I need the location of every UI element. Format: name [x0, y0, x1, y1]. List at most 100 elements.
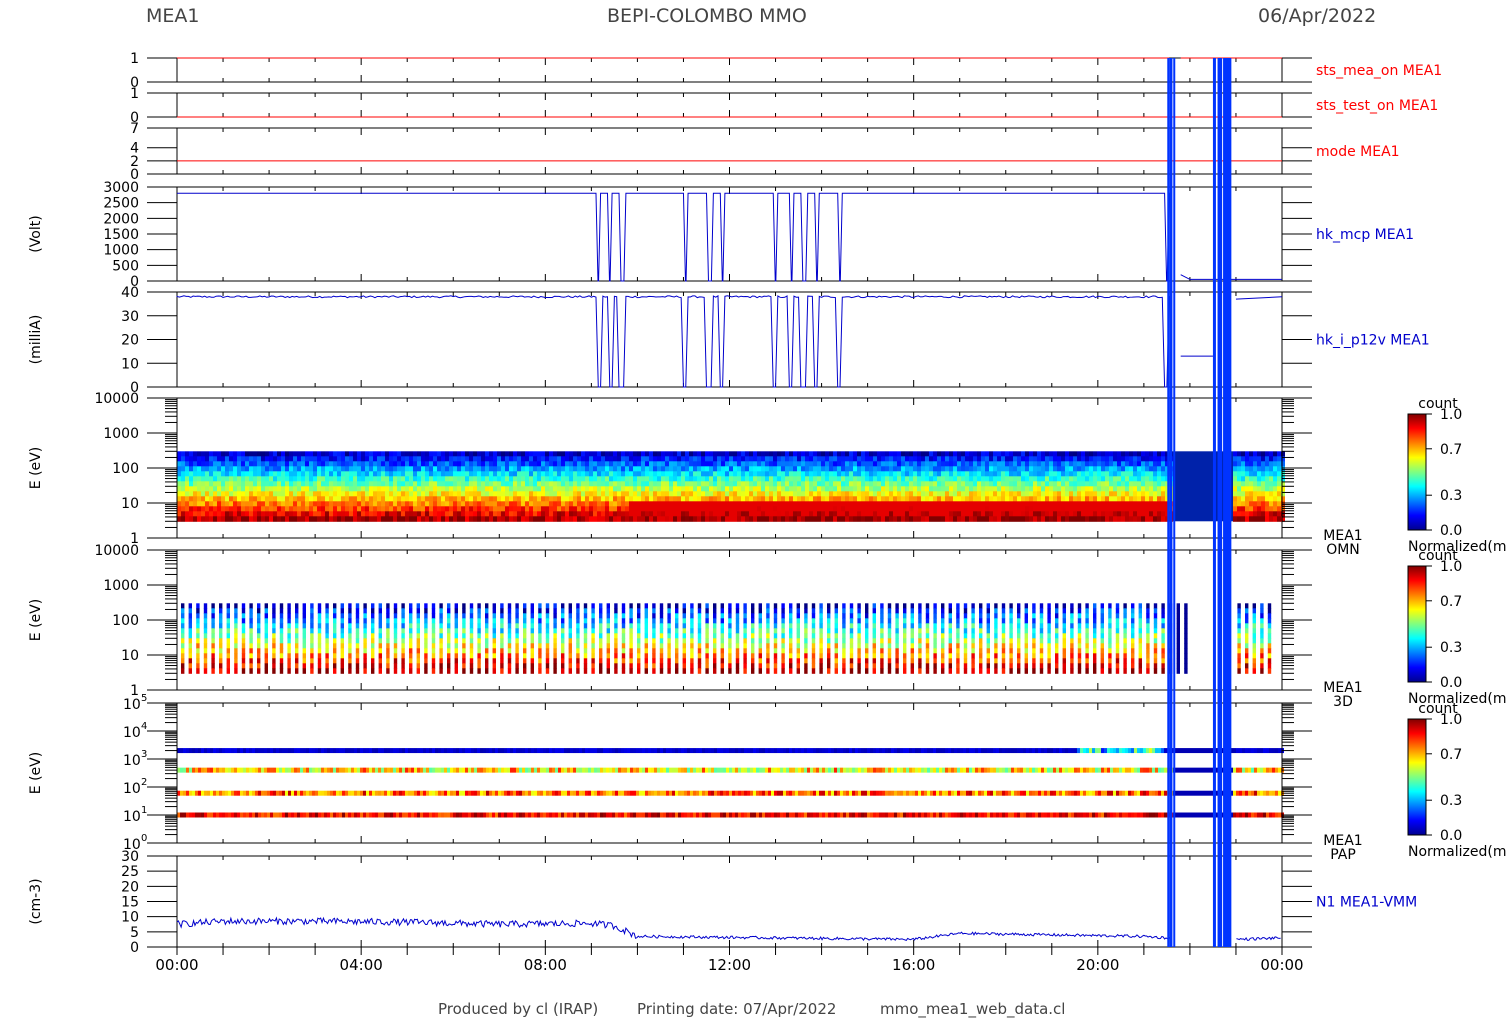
omn-cell: [853, 501, 857, 507]
3d-cell: [272, 623, 276, 629]
omn-cell: [457, 516, 461, 522]
omn-cell: [373, 516, 377, 522]
omn-cell: [381, 471, 385, 477]
omn-cell: [297, 481, 301, 487]
omn-cell: [373, 506, 377, 512]
omn-cell: [1069, 496, 1073, 502]
omn-cell: [529, 491, 533, 497]
omn-cell: [849, 511, 853, 517]
omn-cell: [705, 456, 709, 462]
omn-cell: [541, 511, 545, 517]
3d-cell: [287, 668, 291, 674]
omn-cell: [1049, 501, 1053, 507]
omn-cell: [1061, 451, 1065, 457]
omn-cell: [337, 501, 341, 507]
omn-cell: [633, 456, 637, 462]
omn-cell: [349, 481, 353, 487]
3d-cell: [234, 648, 238, 654]
omn-cell: [701, 506, 705, 512]
omn-cell: [425, 501, 429, 507]
omn-cell: [437, 466, 441, 472]
omn-cell: [737, 496, 741, 502]
omn-cell: [373, 511, 377, 517]
omn-cell: [741, 506, 745, 512]
omn-cell: [953, 496, 957, 502]
omn-cell: [433, 496, 437, 502]
omn-cell: [629, 511, 633, 517]
omn-cell: [185, 456, 189, 462]
3d-cell: [507, 648, 512, 654]
omn-cell: [225, 506, 229, 512]
omn-cell: [469, 496, 473, 502]
omn-cell: [449, 486, 453, 492]
omn-cell: [785, 481, 789, 487]
omn-cell: [861, 471, 865, 477]
omn-cell: [1077, 456, 1081, 462]
omn-cell: [925, 501, 929, 507]
omn-cell: [381, 511, 385, 517]
omn-cell: [361, 496, 365, 502]
omn-cell: [461, 491, 465, 497]
omn-cell: [905, 501, 909, 507]
3d-cell: [454, 633, 458, 639]
3d-cell: [568, 613, 572, 619]
omn-cell: [1249, 511, 1253, 517]
omn-cell: [1021, 506, 1025, 512]
3d-cell: [523, 658, 527, 664]
omn-cell: [485, 481, 489, 487]
omn-cell: [985, 496, 989, 502]
3d-cell: [462, 643, 466, 649]
omn-cell: [865, 506, 869, 512]
omn-cell: [1261, 466, 1265, 472]
omn-cell: [429, 486, 433, 492]
omn-cell: [693, 516, 697, 522]
omn-cell: [501, 511, 505, 517]
omn-cell: [301, 476, 305, 482]
omn-cell: [669, 476, 673, 482]
3d-cell: [416, 648, 420, 654]
omn-cell: [733, 456, 737, 462]
omn-cell: [389, 496, 393, 502]
omn-cell: [217, 466, 221, 472]
omn-cell: [601, 456, 605, 462]
omn-cell: [893, 511, 897, 517]
omn-cell: [641, 511, 645, 517]
omn-cell: [577, 501, 581, 507]
omn-cell: [1025, 476, 1029, 482]
omn-cell: [577, 471, 581, 477]
omn-cell: [661, 491, 665, 497]
omn-cell: [717, 481, 721, 487]
omn-cell: [273, 506, 277, 512]
omn-cell: [921, 481, 925, 487]
omn-cell: [585, 491, 589, 497]
omn-cell: [1249, 496, 1253, 502]
3d-cell: [241, 633, 246, 639]
omn-cell: [537, 511, 541, 517]
omn-cell: [501, 491, 505, 497]
omn-cell: [1277, 506, 1281, 512]
omn-cell: [597, 496, 601, 502]
omn-cell: [973, 466, 977, 472]
omn-cell: [673, 511, 677, 517]
omn-cell: [1009, 516, 1013, 522]
omn-cell: [1265, 506, 1269, 512]
3d-cell: [576, 663, 580, 669]
omn-cell: [621, 486, 625, 492]
omn-cell: [1161, 476, 1165, 482]
omn-cell: [561, 471, 565, 477]
omn-cell: [1249, 471, 1253, 477]
3d-cell: [530, 603, 534, 609]
3d-cell: [295, 668, 299, 674]
omn-cell: [817, 466, 821, 472]
omn-cell: [341, 491, 345, 497]
3d-cell: [583, 648, 588, 654]
omn-cell: [417, 486, 421, 492]
omn-cell: [909, 466, 913, 472]
omn-cell: [681, 476, 685, 482]
omn-cell: [745, 506, 749, 512]
omn-cell: [885, 511, 889, 517]
omn-cell: [749, 516, 753, 522]
omn-cell: [381, 481, 385, 487]
omn-cell: [1153, 471, 1157, 477]
